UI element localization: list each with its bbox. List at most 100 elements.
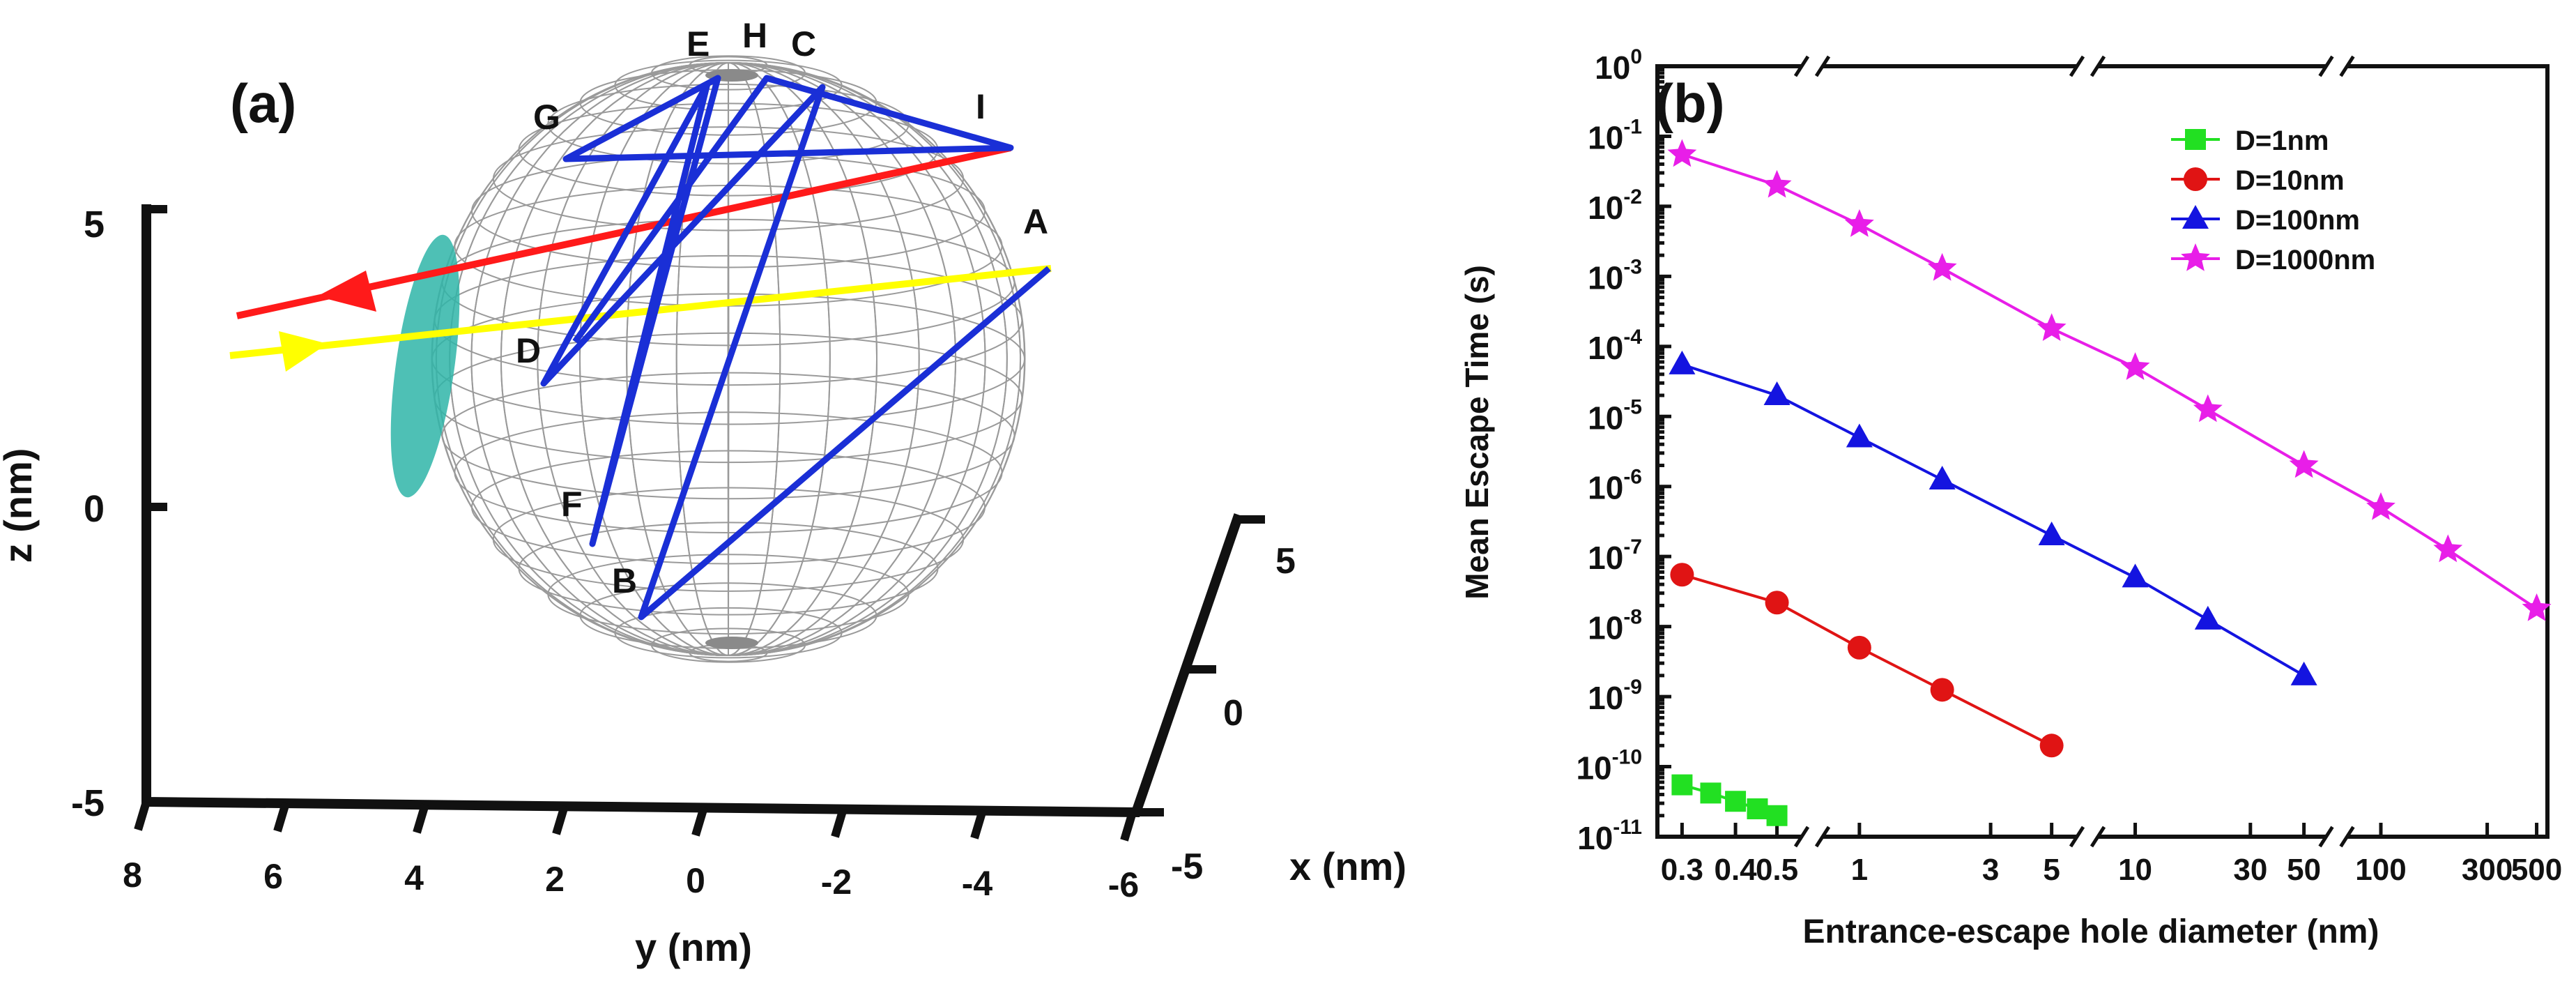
series-line-segment — [1681, 153, 1778, 187]
series-line-segment — [1776, 601, 1860, 649]
axis-ticks: 100 10-1 10-2 10-3 10-4 10-5 10-6 10-7 10-8 10-9 1… — [1576, 45, 2562, 887]
series-line-segment — [2207, 408, 2305, 467]
data-point — [2522, 593, 2552, 621]
axis-break-gap — [2326, 831, 2347, 842]
axis-break-gap — [2326, 61, 2347, 72]
data-point — [1765, 591, 1789, 615]
x-tick-label: 300 — [2462, 853, 2513, 887]
series-line-segment — [1941, 478, 2053, 537]
series-line-segment — [1681, 363, 1778, 397]
data-point — [2120, 352, 2150, 380]
entrance-escape-hole — [390, 234, 460, 498]
y-tick-label: 100 — [1595, 45, 1642, 86]
legend-label: D=10nm — [2235, 165, 2345, 196]
legend: D=1nm D=10nm D=100nm D=1000nm — [2171, 126, 2375, 275]
z-axis-title: z (nm) — [0, 448, 40, 563]
y-tick — [691, 806, 708, 837]
series-line-segment — [1681, 573, 1778, 605]
data-point — [1670, 563, 1694, 587]
series-line-segment — [1858, 223, 1943, 270]
y-tick-label: 10-5 — [1588, 395, 1642, 436]
y-tick-label: 2 — [545, 860, 565, 899]
y-tick-label: 8 — [123, 856, 142, 895]
y-tick-label: 10-9 — [1588, 676, 1642, 716]
data-point — [2122, 563, 2149, 588]
data-point — [1747, 798, 1768, 820]
axis-break-mark — [2069, 55, 2085, 77]
y-tick-label: -4 — [962, 864, 993, 903]
data-point — [2038, 521, 2065, 545]
y-tick — [413, 803, 429, 834]
y-tick-label: 10-7 — [1588, 535, 1642, 576]
series-line-segment — [1858, 436, 1943, 481]
incoming-beam-arrowhead — [279, 331, 328, 372]
series-line-segment — [2134, 576, 2209, 621]
legend-label: D=1nm — [2235, 126, 2329, 156]
x-tick-label: 3 — [1982, 853, 1999, 887]
axis-break-mark — [2069, 826, 2085, 848]
point-label-E: E — [687, 24, 710, 63]
incoming-beam — [229, 265, 1052, 359]
series-line-segment — [2207, 618, 2305, 677]
axis-break-mark — [2318, 826, 2334, 848]
y-tick-label: 6 — [263, 857, 283, 896]
x-axis-title: x (nm) — [1289, 844, 1406, 888]
data-point — [1929, 465, 1956, 489]
panel-b-chart: (b) Mean Escape Time (s) Entrance-escape… — [1459, 45, 2562, 950]
axis-break-mark — [2090, 826, 2106, 848]
axis-break-mark — [2339, 826, 2355, 848]
data-point — [1671, 774, 1693, 796]
y-tick — [831, 807, 848, 838]
legend-marker — [2185, 129, 2206, 150]
ray-trajectory — [540, 75, 1051, 621]
series-line-segment — [2050, 327, 2136, 369]
sphere-south-pole — [705, 637, 758, 649]
z-tick-label: -5 — [71, 782, 105, 824]
series-line-segment — [2303, 464, 2382, 509]
x-tick-label: 500 — [2511, 853, 2562, 887]
x-axis-title: Entrance-escape hole diameter (nm) — [1803, 913, 2379, 950]
x-tick-label: -5 — [1171, 846, 1203, 887]
series-line-segment — [2447, 548, 2538, 610]
axis-break-mark — [2339, 55, 2355, 77]
panel-a-label: (a) — [230, 73, 296, 134]
x-tick-label: 5 — [1275, 541, 1296, 582]
y-tick-label: 0 — [686, 861, 705, 900]
y-tick — [552, 805, 569, 835]
axis-break-gap — [1802, 61, 1822, 72]
x-tick-label: 0.3 — [1661, 853, 1703, 887]
point-label-C: C — [791, 24, 816, 63]
y-tick-label: 10-6 — [1588, 466, 1642, 506]
point-label-H: H — [742, 16, 767, 55]
y-tick-label: 10-11 — [1577, 816, 1642, 856]
y-tick-label: 10-1 — [1588, 115, 1642, 155]
y-tick — [1120, 811, 1137, 842]
y-tick-label: 10-10 — [1576, 746, 1642, 786]
x-tick-label: 0 — [1223, 693, 1243, 734]
z-tick-label: 5 — [84, 204, 105, 245]
y-tick-label: 10-8 — [1588, 606, 1642, 646]
point-label-B: B — [612, 561, 637, 600]
y-tick — [134, 800, 151, 831]
axis-break-mark — [1814, 55, 1831, 77]
axis-break-mark — [1793, 55, 1810, 77]
y-tick-label: -2 — [821, 862, 852, 902]
data-point — [1669, 350, 1696, 374]
point-label-D: D — [516, 331, 541, 370]
y-tick-label: 10-2 — [1588, 185, 1642, 226]
series-lines — [1681, 153, 2538, 817]
series-line-segment — [1941, 688, 2053, 747]
series-line-segment — [1776, 394, 1860, 439]
series-line-segment — [1941, 267, 2053, 330]
axis-break-gap — [1802, 831, 1822, 842]
series-markers — [1667, 139, 2552, 826]
data-point — [1762, 169, 1792, 198]
series-line-segment — [1858, 646, 1943, 692]
y-axis-title: y (nm) — [635, 925, 752, 969]
x-tick-label: 0.5 — [1756, 853, 1798, 887]
y-tick-label: 10-4 — [1588, 326, 1642, 366]
axis-break-mark — [1814, 826, 1831, 848]
data-point — [1667, 139, 1697, 167]
series-line-segment — [2050, 534, 2136, 579]
